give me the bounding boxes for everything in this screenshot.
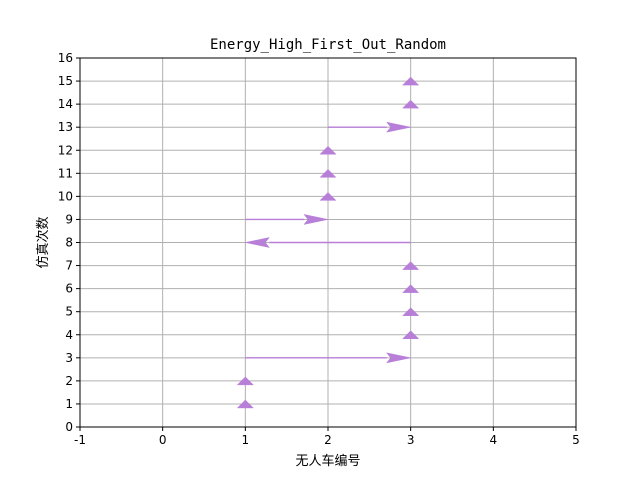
- arrow-head: [319, 145, 337, 155]
- arrow-head: [236, 376, 254, 386]
- y-tick-label: 7: [65, 259, 73, 273]
- y-axis-label: 仿真次数: [35, 216, 51, 268]
- arrow-mark: [236, 399, 254, 409]
- x-tick-label: 3: [407, 433, 415, 447]
- arrow-mark: [319, 192, 337, 201]
- x-tick-label: 4: [490, 433, 498, 447]
- arrow-mark: [402, 99, 420, 109]
- y-tick-label: 3: [65, 351, 73, 365]
- y-tick-label: 9: [65, 212, 73, 226]
- arrow-head: [402, 99, 420, 109]
- arrow-mark: [236, 376, 254, 386]
- arrow-mark: [402, 261, 420, 270]
- x-tick-label: 2: [324, 433, 332, 447]
- arrow-head: [402, 76, 420, 86]
- y-tick-label: 4: [65, 328, 73, 342]
- arrow-mark: [402, 76, 420, 86]
- y-tick-label: 16: [58, 51, 73, 65]
- y-tick-label: 11: [58, 166, 73, 180]
- arrow-head: [303, 214, 329, 225]
- arrow-head: [386, 121, 411, 133]
- arrow-head: [402, 307, 420, 316]
- y-tick-label: 13: [58, 120, 73, 134]
- arrow-head: [386, 352, 411, 364]
- x-tick-label: 0: [159, 433, 167, 447]
- arrow-head: [402, 261, 420, 270]
- arrow-mark: [328, 121, 411, 133]
- arrow-mark: [402, 284, 420, 293]
- y-tick-label: 10: [58, 189, 73, 203]
- x-axis-label: 无人车编号: [295, 453, 360, 469]
- y-tick-label: 8: [65, 236, 73, 250]
- arrow-head: [236, 399, 254, 409]
- y-tick-label: 1: [65, 397, 73, 411]
- x-tick-label: 1: [242, 433, 250, 447]
- y-tick-label: 6: [65, 282, 73, 296]
- arrow-head: [319, 192, 337, 201]
- x-tick-label: -1: [74, 433, 86, 447]
- y-tick-label: 5: [65, 305, 73, 319]
- chart-title: Energy_High_First_Out_Random: [210, 37, 446, 53]
- y-tick-label: 15: [58, 74, 73, 88]
- arrow-mark: [402, 330, 420, 339]
- arrow-head: [402, 284, 420, 293]
- arrow-series: [236, 76, 420, 409]
- arrow-mark: [245, 214, 329, 225]
- arrow-mark: [245, 352, 411, 364]
- arrow-head: [402, 330, 420, 339]
- arrow-mark: [402, 307, 420, 316]
- arrow-head: [245, 237, 270, 248]
- x-axis-ticks: -1 0 1 2 3 4 5: [74, 427, 580, 447]
- arrow-head: [319, 168, 337, 178]
- y-tick-label: 2: [65, 374, 73, 388]
- x-tick-label: 5: [572, 433, 580, 447]
- y-tick-label: 14: [58, 97, 73, 111]
- arrow-mark: [319, 168, 337, 178]
- y-tick-label: 12: [58, 143, 73, 157]
- y-tick-label: 0: [65, 420, 73, 434]
- arrow-mark: [245, 237, 411, 248]
- arrow-mark: [319, 145, 337, 155]
